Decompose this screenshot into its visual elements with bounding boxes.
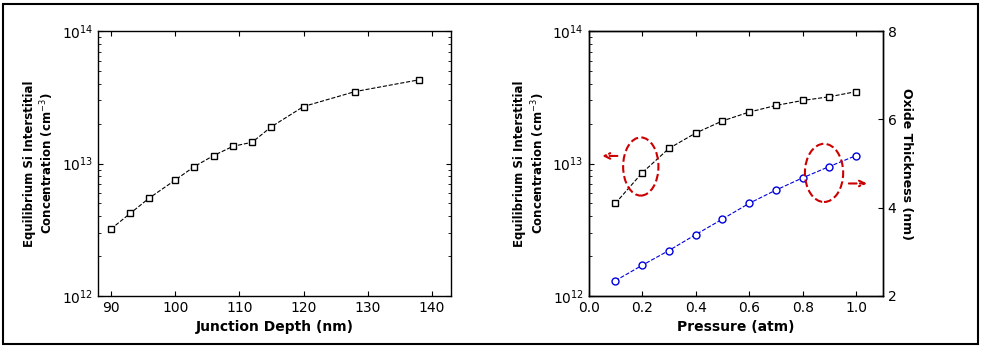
- X-axis label: Junction Depth (nm): Junction Depth (nm): [195, 320, 354, 334]
- Y-axis label: Equilibrium Si Interstitial
Concentration (cm$^{-3}$): Equilibrium Si Interstitial Concentratio…: [23, 80, 56, 247]
- X-axis label: Pressure (atm): Pressure (atm): [677, 320, 795, 334]
- Y-axis label: Equilibrium Si Interstitial
Concentration (cm$^{-3}$): Equilibrium Si Interstitial Concentratio…: [513, 80, 546, 247]
- Y-axis label: Oxide Thickness (nm): Oxide Thickness (nm): [901, 88, 913, 239]
